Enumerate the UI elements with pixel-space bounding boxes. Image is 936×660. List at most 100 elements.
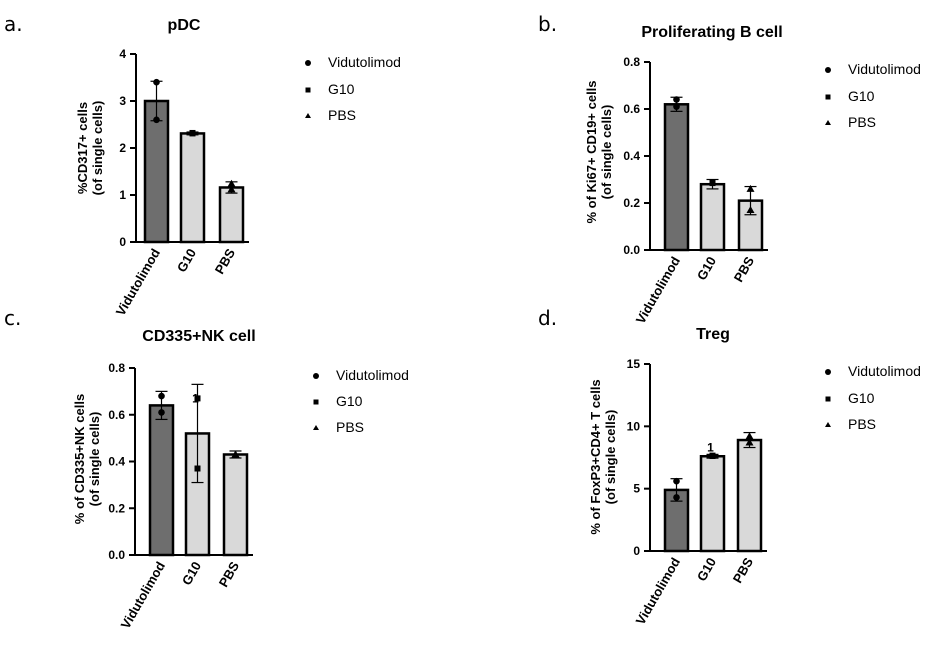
x-tick-label: PBS (216, 559, 243, 590)
legend-marker-triangle (305, 113, 311, 118)
x-tick-label: PBS (212, 246, 239, 277)
bar-pbs (218, 186, 245, 244)
y-axis-label: % of CD335+NK cells (72, 394, 87, 524)
bar-pbs (222, 453, 249, 557)
legend-marker-square (313, 399, 319, 405)
x-tick-label: Vidutolimod (633, 254, 683, 326)
x-tick-label: G10 (179, 559, 204, 588)
data-point-square (189, 130, 196, 137)
legend-marker-triangle (825, 120, 831, 125)
legend-marker-square (825, 94, 831, 100)
annotation-label: 1 (707, 441, 714, 455)
y-tick-label: 1 (119, 188, 126, 202)
data-point-circle (153, 116, 160, 124)
chart-panel-2: CD335+NK cell % of CD335+NK cells (of sing… (72, 328, 409, 631)
y-axis-label: (of single cells) (603, 410, 618, 505)
legend-marker-circle (305, 60, 311, 66)
y-tick-label: 0.4 (623, 149, 640, 163)
chart-title: CD335+NK cell (142, 328, 255, 345)
y-tick-label: 0.8 (108, 361, 125, 375)
data-point-circle (673, 103, 680, 110)
data-point-triangle (745, 438, 754, 446)
chart-title: pDC (168, 17, 201, 34)
chart-title: Proliferating B cell (641, 24, 782, 41)
data-point-square (709, 453, 716, 460)
x-tick-label: PBS (731, 254, 758, 285)
legend-marker-square (825, 396, 831, 402)
legend-label: Vidutolimod (336, 367, 409, 383)
data-point-circle (153, 78, 160, 86)
y-tick-label: 0.8 (623, 55, 640, 69)
annotation-label: 1 (192, 391, 199, 405)
y-axis-label: % of Ki67+ CD19+ cells (584, 80, 599, 223)
bar-g10 (699, 182, 726, 252)
data-point-circle (673, 494, 680, 501)
data-point-triangle (227, 179, 236, 187)
y-tick-label: 2 (119, 141, 126, 155)
legend-label: G10 (848, 88, 875, 104)
y-tick-label: 0.2 (623, 196, 640, 210)
legend-marker-circle (825, 369, 831, 375)
x-tick-label: Vidutolimod (118, 559, 168, 631)
legend-label: Vidutolimod (848, 61, 921, 77)
data-point-triangle (745, 432, 754, 440)
y-axis-label: % of FoxP3+CD4+ T cells (588, 379, 603, 534)
y-tick-label: 0.6 (623, 102, 640, 116)
y-axis-label: (of single cells) (90, 101, 105, 196)
y-axis-label: (of single cells) (599, 105, 614, 200)
y-tick-label: 10 (627, 419, 641, 433)
bar-vidutolimod (148, 404, 175, 557)
data-point-square (709, 180, 716, 187)
x-tick-label: PBS (730, 555, 757, 586)
legend-label: G10 (336, 393, 363, 409)
y-tick-label: 3 (119, 94, 126, 108)
y-tick-label: 0.4 (108, 455, 125, 469)
bar-pbs (736, 438, 763, 553)
y-tick-label: 4 (119, 47, 126, 61)
legend-label: PBS (328, 107, 356, 123)
data-point-triangle (227, 185, 236, 193)
bar-vidutolimod (663, 103, 690, 252)
data-point-circle (158, 392, 165, 400)
data-point-square (194, 395, 201, 402)
legend-label: Vidutolimod (848, 363, 921, 379)
legend-label: PBS (848, 416, 876, 432)
legend-label: Vidutolimod (328, 54, 401, 70)
data-point-circle (673, 477, 680, 485)
y-tick-label: 15 (627, 357, 641, 371)
x-tick-label: G10 (694, 555, 719, 584)
panel-letter-a: a. (4, 12, 23, 36)
y-tick-label: 0 (119, 235, 126, 249)
legend-marker-square (305, 87, 311, 93)
bar-g10 (699, 455, 726, 553)
y-tick-label: 0.2 (108, 501, 125, 515)
x-tick-label: G10 (694, 254, 719, 283)
legend-label: PBS (848, 114, 876, 130)
y-tick-label: 5 (633, 482, 640, 496)
y-axis-label: (of single cells) (87, 412, 102, 507)
legend-marker-circle (825, 67, 831, 73)
panel-letter-c: c. (4, 306, 22, 330)
legend-label: G10 (328, 81, 355, 97)
data-point-circle (673, 96, 680, 103)
y-tick-label: 0.0 (623, 243, 640, 257)
y-axis-label: %CD317+ cells (75, 102, 90, 194)
data-point-triangle (746, 184, 755, 192)
data-point-triangle (231, 450, 240, 458)
chart-panel-0: pDC %CD317+ cells (of single cells) 0 1 2 3 4 Vi… (75, 17, 401, 318)
x-tick-label: G10 (174, 246, 199, 275)
chart-title: Treg (696, 326, 730, 343)
legend-marker-circle (313, 373, 319, 379)
y-tick-label: 0 (633, 544, 640, 558)
legend-marker-triangle (313, 425, 319, 430)
y-tick-label: 0.6 (108, 408, 125, 422)
data-point-circle (158, 409, 165, 416)
legend-label: G10 (848, 390, 875, 406)
x-tick-label: Vidutolimod (113, 246, 163, 318)
chart-panel-3: Treg % of FoxP3+CD4+ T cells (of single ce… (588, 326, 921, 627)
bar-g10 (179, 132, 206, 244)
legend-label: PBS (336, 419, 364, 435)
chart-panel-1: Proliferating B cell % of Ki67+ CD19+ cel… (584, 24, 921, 326)
legend-marker-triangle (825, 422, 831, 427)
y-tick-label: 0.0 (108, 548, 125, 562)
